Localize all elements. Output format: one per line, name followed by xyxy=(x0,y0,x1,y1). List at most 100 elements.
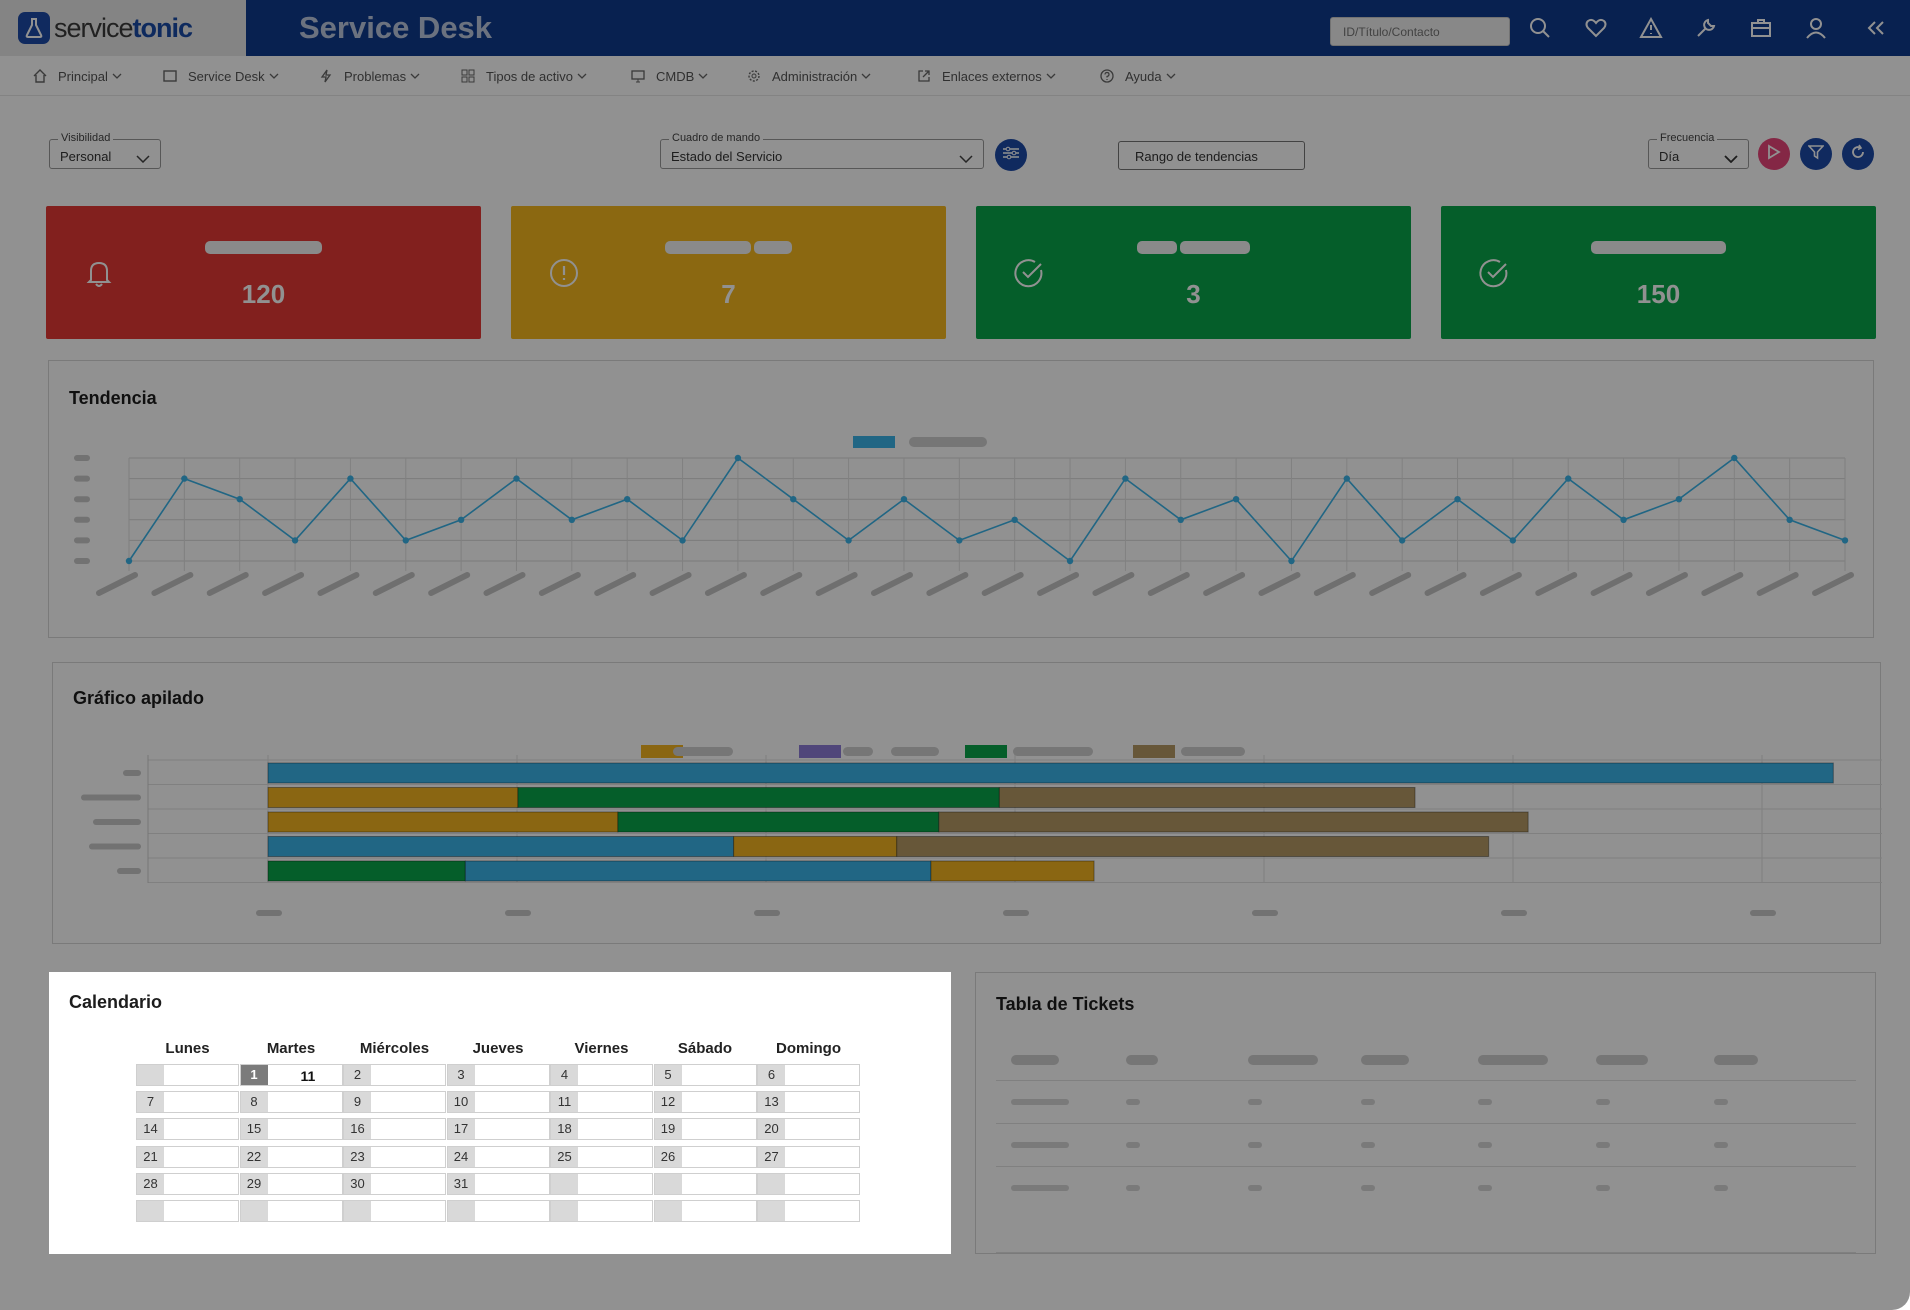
calendar-day[interactable] xyxy=(550,1172,653,1195)
calendar-day[interactable]: 28 xyxy=(136,1172,239,1195)
visibility-select[interactable]: Visibilidad Personal xyxy=(49,132,161,169)
calendar-day[interactable]: 13 xyxy=(757,1091,860,1114)
tickets-panel: Tabla de Tickets xyxy=(975,972,1876,1254)
calendar-day[interactable]: 31 xyxy=(446,1172,550,1195)
menu-ayuda[interactable]: Ayuda xyxy=(1099,56,1176,96)
calendar-day[interactable] xyxy=(136,1064,239,1086)
y-tick-label xyxy=(81,794,141,801)
kpi-card-warning[interactable]: 7 xyxy=(511,206,946,339)
calendar-day[interactable] xyxy=(343,1200,446,1222)
data-point xyxy=(845,537,852,544)
calendar-day[interactable]: 17 xyxy=(446,1118,550,1141)
calendar-day[interactable] xyxy=(239,1200,343,1222)
collapse-icon[interactable] xyxy=(1862,14,1890,42)
refresh-icon xyxy=(1850,144,1866,165)
calendar-day[interactable]: 26 xyxy=(653,1145,757,1168)
legend-swatch xyxy=(799,745,841,758)
menu-administracion[interactable]: Administración xyxy=(746,56,871,96)
calendar-day[interactable]: 16 xyxy=(343,1118,446,1141)
calendar-day[interactable]: 15 xyxy=(239,1118,343,1141)
calendar-day[interactable]: 27 xyxy=(757,1145,860,1168)
table-cell xyxy=(1248,1099,1262,1105)
y-tick-label xyxy=(74,496,90,503)
frequency-select[interactable]: Frecuencia Día xyxy=(1648,132,1749,169)
warning-icon[interactable] xyxy=(1637,14,1665,42)
filter-button[interactable] xyxy=(1800,138,1832,170)
dashboard-label: Cuadro de mando xyxy=(669,132,764,144)
data-point xyxy=(1011,516,1018,523)
briefcase-icon[interactable] xyxy=(1747,14,1775,42)
calendar-day[interactable]: 25 xyxy=(550,1145,653,1168)
visibility-label: Visibilidad xyxy=(58,132,114,144)
table-cell xyxy=(1361,1099,1375,1105)
legend-label-placeholder xyxy=(1181,747,1245,756)
calendar-day[interactable]: 10 xyxy=(446,1091,550,1114)
kpi-card-resolved[interactable]: 3 xyxy=(976,206,1411,339)
calendar-day[interactable]: 7 xyxy=(136,1091,239,1114)
calendar-day[interactable]: 4 xyxy=(550,1064,653,1086)
calendar-day[interactable]: 19 xyxy=(653,1118,757,1141)
day-number: 20 xyxy=(758,1119,785,1140)
dashboard-value: Estado del Servicio xyxy=(671,149,783,164)
y-tick-label xyxy=(123,770,141,776)
heart-icon[interactable] xyxy=(1582,14,1610,42)
calendar-day[interactable] xyxy=(653,1200,757,1222)
calendar-day[interactable]: 5 xyxy=(653,1064,757,1086)
calendar-day[interactable] xyxy=(550,1200,653,1222)
dashboard-select[interactable]: Cuadro de mando Estado del Servicio xyxy=(660,132,984,169)
day-number: 3 xyxy=(447,1065,475,1085)
calendar-day[interactable]: 3 xyxy=(446,1064,550,1086)
calendar-day[interactable]: 14 xyxy=(136,1118,239,1141)
calendar-day[interactable]: 24 xyxy=(446,1145,550,1168)
user-icon[interactable] xyxy=(1802,14,1830,42)
calendar-day[interactable]: 29 xyxy=(239,1172,343,1195)
calendar-day[interactable]: 9 xyxy=(343,1091,446,1114)
menu-tipos-de-activo[interactable]: Tipos de activo xyxy=(460,56,587,96)
search-icon[interactable] xyxy=(1526,14,1554,42)
wrench-icon[interactable] xyxy=(1692,14,1720,42)
bell-icon xyxy=(82,256,116,295)
calendar-day[interactable]: 1 11 xyxy=(239,1064,343,1086)
menu-principal[interactable]: Principal xyxy=(32,56,122,96)
kpi-card-closed[interactable]: 150 xyxy=(1441,206,1876,339)
refresh-button[interactable] xyxy=(1842,138,1874,170)
calendar-day[interactable]: 11 xyxy=(550,1091,653,1114)
x-tick-label xyxy=(1258,572,1301,596)
table-cell xyxy=(1596,1185,1610,1191)
weekday-header: Viernes xyxy=(574,1040,629,1057)
search-input[interactable] xyxy=(1330,17,1510,46)
trend-range-button[interactable]: Rango de tendencias xyxy=(1118,141,1305,170)
chevron-down-icon xyxy=(698,73,708,79)
menu-cmdb[interactable]: CMDB xyxy=(630,56,708,96)
data-point xyxy=(1509,537,1517,544)
calendar-day[interactable]: 20 xyxy=(757,1118,860,1141)
menu-problemas[interactable]: Problemas xyxy=(318,56,420,96)
weekday-header: Jueves xyxy=(472,1040,524,1057)
calendar-day[interactable] xyxy=(136,1200,239,1222)
logo[interactable]: servicetonic xyxy=(0,0,246,56)
calendar-day[interactable] xyxy=(653,1172,757,1195)
kpi-card-open[interactable]: 120 xyxy=(46,206,481,339)
calendar-day[interactable]: 2 xyxy=(343,1064,446,1086)
day-number: 28 xyxy=(137,1173,164,1194)
menu-enlaces-externos[interactable]: Enlaces externos xyxy=(916,56,1056,96)
day-number: 21 xyxy=(137,1146,164,1167)
calendar-day[interactable]: 12 xyxy=(653,1091,757,1114)
data-point xyxy=(734,454,742,462)
calendar-day[interactable] xyxy=(757,1200,860,1222)
calendar-day[interactable]: 22 xyxy=(239,1145,343,1168)
table-row xyxy=(996,1123,1856,1124)
play-button[interactable] xyxy=(1758,138,1790,170)
calendar-day[interactable]: 8 xyxy=(239,1091,343,1114)
calendar-day[interactable]: 30 xyxy=(343,1172,446,1195)
dashboard-settings-button[interactable] xyxy=(995,139,1027,171)
table-cell xyxy=(1126,1185,1140,1191)
calendar-day[interactable]: 18 xyxy=(550,1118,653,1141)
calendar-day[interactable]: 23 xyxy=(343,1145,446,1168)
calendar-day[interactable]: 6 xyxy=(757,1064,860,1086)
kpi-value: 7 xyxy=(721,279,736,309)
menu-service-desk[interactable]: Service Desk xyxy=(162,56,279,96)
calendar-day[interactable] xyxy=(446,1200,550,1222)
calendar-day[interactable] xyxy=(757,1172,860,1195)
calendar-day[interactable]: 21 xyxy=(136,1145,239,1168)
